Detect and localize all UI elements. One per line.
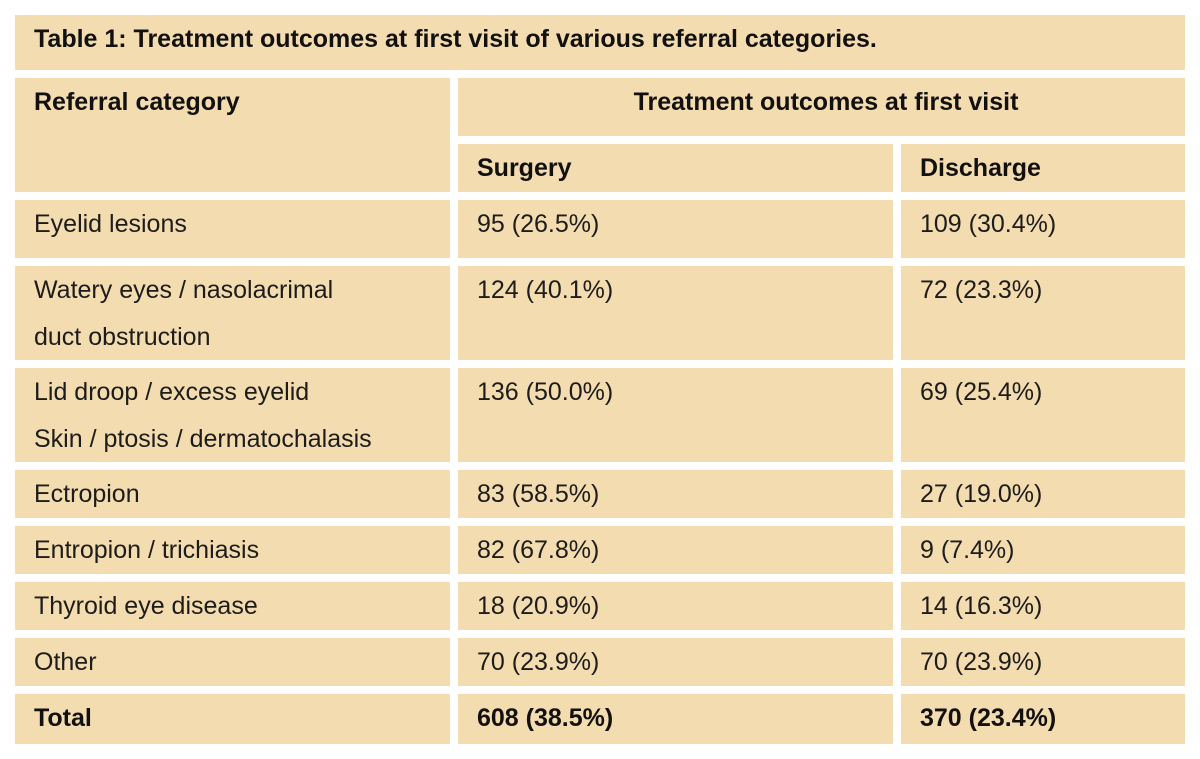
column-header-referral-category: Referral category	[15, 78, 450, 192]
table-row: Surgery Discharge	[15, 144, 1186, 192]
table-row: Ectropion 83 (58.5%) 27 (19.0%)	[15, 470, 1186, 518]
table-row: Watery eyes / nasolacrimal duct obstruct…	[15, 266, 1186, 360]
surgery-cell: 70 (23.9%)	[458, 638, 893, 686]
category-cell: Other	[15, 638, 450, 686]
total-label-cell: Total	[15, 694, 450, 744]
discharge-cell: 9 (7.4%)	[901, 526, 1186, 574]
table-row: Entropion / trichiasis 82 (67.8%) 9 (7.4…	[15, 526, 1186, 574]
table-row: Lid droop / excess eyelid Skin / ptosis …	[15, 368, 1186, 462]
surgery-cell: 136 (50.0%)	[458, 368, 893, 462]
column-header-discharge: Discharge	[901, 144, 1186, 192]
total-surgery-cell: 608 (38.5%)	[458, 694, 893, 744]
discharge-cell: 72 (23.3%)	[901, 266, 1186, 360]
category-cell: Entropion / trichiasis	[15, 526, 450, 574]
treatment-outcomes-table: Table 1: Treatment outcomes at first vis…	[7, 7, 1193, 752]
discharge-cell: 109 (30.4%)	[901, 200, 1186, 258]
category-cell: Thyroid eye disease	[15, 582, 450, 630]
category-line-1: Lid droop / excess eyelid	[34, 378, 310, 406]
category-line-2: Skin / ptosis / dermatochalasis	[34, 425, 372, 453]
column-header-surgery: Surgery	[458, 144, 893, 192]
surgery-cell: 83 (58.5%)	[458, 470, 893, 518]
category-cell: Ectropion	[15, 470, 450, 518]
surgery-cell: 82 (67.8%)	[458, 526, 893, 574]
table-title: Table 1: Treatment outcomes at first vis…	[15, 15, 1186, 70]
table-row: Other 70 (23.9%) 70 (23.9%)	[15, 638, 1186, 686]
table-row-total: Total 608 (38.5%) 370 (23.4%)	[15, 694, 1186, 744]
total-discharge-cell: 370 (23.4%)	[901, 694, 1186, 744]
surgery-cell: 124 (40.1%)	[458, 266, 893, 360]
discharge-cell: 27 (19.0%)	[901, 470, 1186, 518]
discharge-cell: 70 (23.9%)	[901, 638, 1186, 686]
surgery-cell: 18 (20.9%)	[458, 582, 893, 630]
discharge-cell: 69 (25.4%)	[901, 368, 1186, 462]
category-line-2: duct obstruction	[34, 323, 211, 351]
category-cell: Eyelid lesions	[15, 200, 450, 258]
category-cell: Watery eyes / nasolacrimal duct obstruct…	[15, 266, 450, 360]
discharge-cell: 14 (16.3%)	[901, 582, 1186, 630]
category-cell: Lid droop / excess eyelid Skin / ptosis …	[15, 368, 450, 462]
column-group-header-treatment-outcomes: Treatment outcomes at first visit	[458, 78, 1186, 136]
table-row: Referral category Treatment outcomes at …	[15, 78, 1186, 192]
category-line-1: Watery eyes / nasolacrimal	[34, 276, 334, 304]
table-row: Eyelid lesions 95 (26.5%) 109 (30.4%)	[15, 200, 1186, 258]
table-row: Table 1: Treatment outcomes at first vis…	[15, 15, 1186, 70]
surgery-cell: 95 (26.5%)	[458, 200, 893, 258]
table-row: Thyroid eye disease 18 (20.9%) 14 (16.3%…	[15, 582, 1186, 630]
